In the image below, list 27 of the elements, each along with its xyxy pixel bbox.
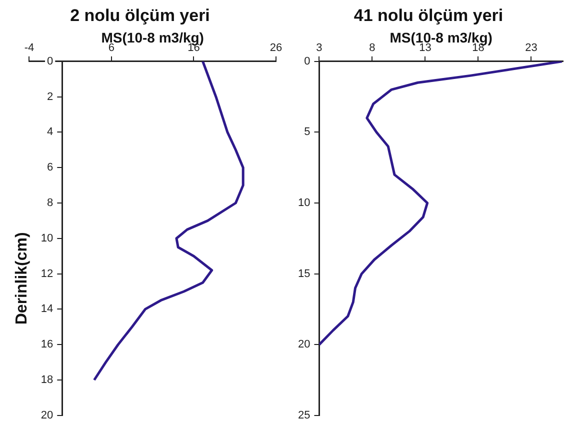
y-tick-label: 4 (47, 126, 54, 138)
x-tick-label: 23 (525, 42, 538, 54)
chart-title: 41 nolu ölçüm yeri (354, 6, 504, 25)
y-tick-label: 14 (40, 303, 54, 316)
y-tick-label: 10 (298, 197, 310, 210)
y-tick-label: 8 (47, 197, 54, 210)
y-axis-title: Derinlik(cm) (14, 232, 31, 325)
y-tick-label: 16 (40, 338, 54, 351)
x-tick-label: 13 (419, 42, 432, 54)
y-tick-label: 0 (47, 55, 54, 68)
chart-title: 2 nolu ölçüm yeri (70, 6, 210, 25)
x-tick-label: -4 (24, 42, 34, 54)
y-tick-label: 20 (40, 409, 54, 422)
y-tick-label: 25 (298, 409, 310, 422)
x-tick-label: 6 (108, 42, 115, 54)
x-tick-label: 26 (270, 42, 282, 54)
y-tick-label: 10 (40, 232, 54, 244)
y-tick-label: 2 (47, 90, 54, 103)
x-tick-label: 3 (316, 42, 322, 54)
y-tick-label: 6 (47, 162, 54, 174)
y-tick-label: 12 (40, 268, 54, 280)
y-tick-label: 0 (304, 55, 310, 68)
y-tick-label: 15 (298, 268, 310, 280)
x-tick-label: 8 (369, 42, 376, 54)
y-tick-label: 20 (298, 338, 310, 351)
y-tick-label: 18 (40, 374, 54, 386)
y-tick-label: 5 (304, 126, 310, 138)
